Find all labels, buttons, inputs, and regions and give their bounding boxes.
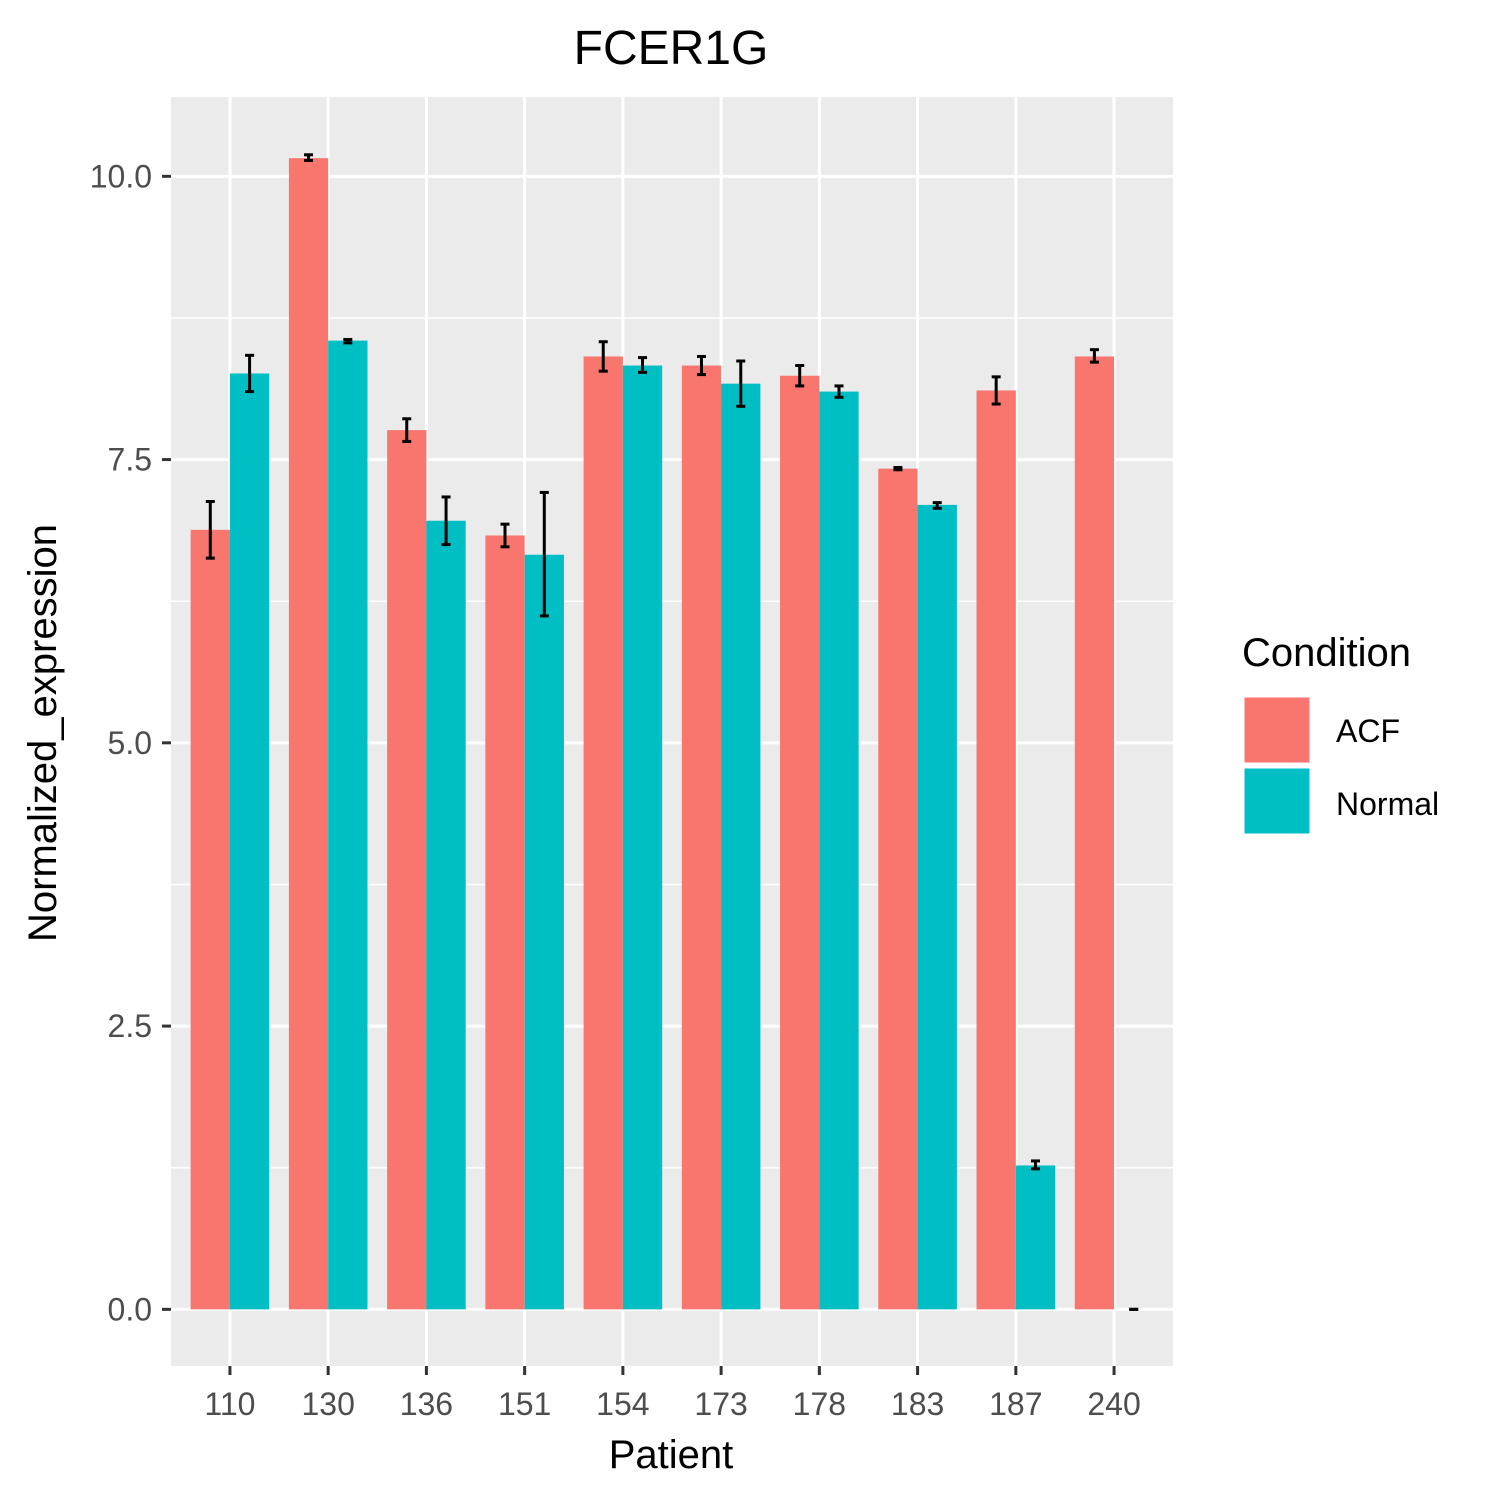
bar-acf-183: [878, 468, 918, 1310]
error-bar-normal-130: [343, 337, 353, 345]
bar-acf-151: [485, 535, 525, 1310]
x-tick-label: 178: [793, 1386, 846, 1422]
bar-normal-151: [524, 554, 564, 1310]
error-bar-acf-183: [893, 466, 903, 472]
x-tick-label: 183: [891, 1386, 944, 1422]
bar-acf-187: [976, 390, 1016, 1310]
error-bar-normal-136: [441, 495, 451, 547]
legend: Condition ACF Normal: [1241, 631, 1439, 837]
x-tick-label: 110: [204, 1386, 255, 1422]
bar-acf-240: [1074, 356, 1115, 1310]
bars: [190, 158, 1115, 1310]
error-bar-acf-178: [795, 364, 805, 388]
y-tick-label: 5.0: [108, 725, 152, 761]
bar-acf-136: [387, 430, 427, 1310]
error-bar-acf-151: [500, 522, 510, 549]
bar-normal-136: [426, 520, 466, 1310]
y-tick-label: 0.0: [108, 1291, 152, 1327]
x-tick-label: 154: [596, 1386, 649, 1422]
bar-acf-173: [681, 365, 722, 1310]
bar-acf-178: [780, 375, 820, 1310]
bar-normal-110: [229, 373, 270, 1310]
error-bar-normal-178: [834, 384, 844, 399]
bar-acf-130: [288, 158, 329, 1310]
x-tick-label: 187: [989, 1386, 1042, 1422]
bar-acf-110: [190, 529, 230, 1310]
error-bar-acf-110: [205, 499, 215, 560]
y-tick-label: 2.5: [108, 1008, 152, 1044]
legend-label-normal: Normal: [1336, 786, 1439, 822]
legend-key-acf: [1241, 694, 1313, 766]
bar-normal-187: [1015, 1165, 1056, 1310]
error-bar-acf-154: [598, 340, 608, 373]
y-axis-title: Normalized_expression: [21, 524, 65, 942]
x-tick-label: 240: [1087, 1386, 1140, 1422]
y-tick-label: 10.0: [90, 158, 152, 194]
error-bar-normal-151: [539, 490, 549, 618]
bar-normal-154: [622, 365, 663, 1310]
bar-normal-173: [721, 383, 761, 1310]
legend-key-normal: [1241, 765, 1313, 837]
chart-title: FCER1G: [574, 22, 769, 75]
x-tick-label: 136: [400, 1386, 453, 1422]
axes: 0.0 2.5 5.0 7.5 10.0 110 130 136 151 154 173 178 183…: [90, 158, 1141, 1422]
legend-title: Condition: [1242, 631, 1411, 675]
error-bar-normal-154: [638, 356, 648, 374]
error-bars: [205, 153, 1139, 1311]
error-bar-normal-187: [1030, 1159, 1040, 1171]
error-bar-acf-240: [1089, 348, 1099, 364]
x-tick-label: 173: [694, 1386, 747, 1422]
legend-label-acf: ACF: [1336, 713, 1400, 749]
x-tick-label: 130: [301, 1386, 354, 1422]
bar-acf-154: [583, 356, 623, 1310]
y-tick-label: 7.5: [108, 442, 152, 478]
error-bar-acf-187: [991, 375, 1001, 406]
error-bar-normal-173: [736, 359, 746, 408]
bar-normal-130: [328, 340, 368, 1310]
x-axis-title: Patient: [609, 1433, 734, 1477]
bar-normal-183: [917, 504, 957, 1310]
error-bar-normal-183: [932, 501, 942, 510]
error-bar-acf-173: [696, 354, 706, 377]
error-bar-acf-136: [402, 417, 412, 443]
bar-normal-178: [819, 391, 859, 1310]
error-bar-normal-110: [245, 353, 255, 394]
error-bar-acf-130: [304, 153, 314, 162]
x-tick-label: 151: [498, 1386, 551, 1422]
